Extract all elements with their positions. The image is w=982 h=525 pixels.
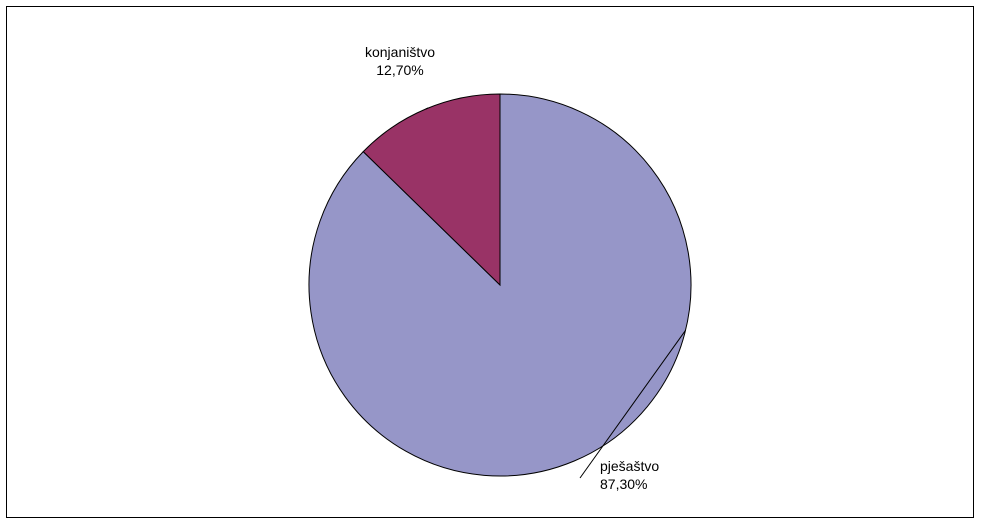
labels-layer: pješaštvo 87,30% konjaništvo 12,70% [365, 44, 659, 492]
leader-line-konjanistvo [425, 107, 429, 110]
leader-line-pjesastvo [579, 329, 686, 479]
slices-layer [308, 93, 692, 477]
slice-name: konjaništvo [365, 44, 435, 60]
slice-value: 87,30% [600, 476, 647, 492]
leader-lines-layer [425, 107, 686, 479]
slice-label-konjanistvo: konjaništvo 12,70% [365, 44, 435, 78]
slice-value: 12,70% [376, 62, 423, 78]
slice-name: pješaštvo [600, 458, 659, 474]
slice-label-pjesastvo: pješaštvo 87,30% [600, 458, 659, 492]
